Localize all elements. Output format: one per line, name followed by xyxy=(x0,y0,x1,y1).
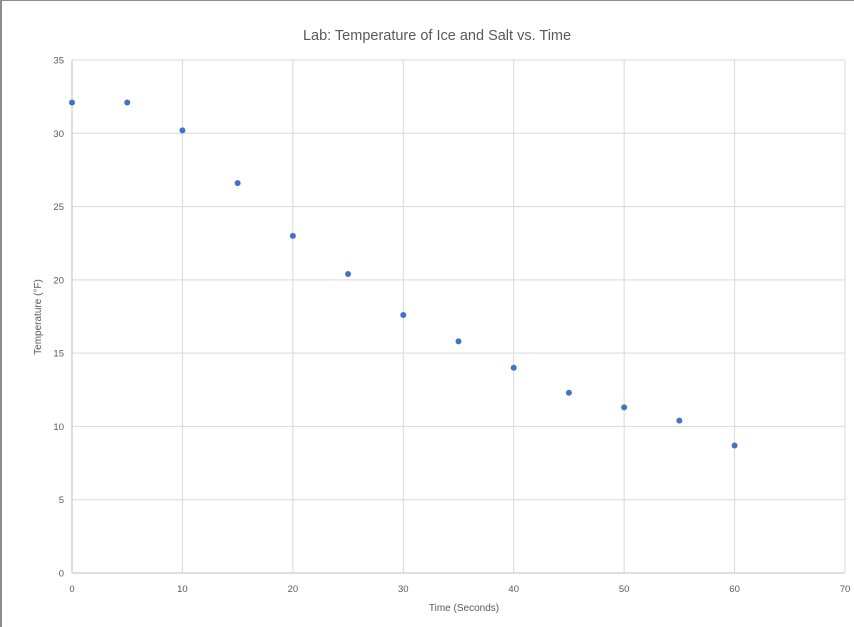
y-tick-label: 10 xyxy=(53,422,64,433)
x-tick-label: 50 xyxy=(619,584,630,595)
y-axis-tick-labels: 0 5 10 15 20 25 30 35 xyxy=(53,56,64,580)
chart-title: Lab: Temperature of Ice and Salt vs. Tim… xyxy=(303,28,571,44)
data-point xyxy=(124,99,131,106)
x-axis-title: Time (Seconds) xyxy=(429,603,499,614)
data-point xyxy=(234,180,241,187)
x-tick-label: 30 xyxy=(398,584,409,595)
data-point xyxy=(676,417,683,424)
gridlines xyxy=(72,59,846,573)
data-point xyxy=(565,389,572,396)
y-tick-label: 25 xyxy=(53,202,64,213)
x-axis-tick-labels: 0 10 20 30 40 50 60 70 xyxy=(69,584,850,595)
y-tick-label: 30 xyxy=(53,129,64,140)
data-point xyxy=(289,232,296,239)
data-point xyxy=(621,404,628,411)
x-tick-label: 20 xyxy=(288,584,299,595)
data-points xyxy=(69,99,738,449)
x-tick-label: 40 xyxy=(508,584,519,595)
y-tick-label: 15 xyxy=(53,349,64,360)
y-tick-label: 20 xyxy=(53,275,64,286)
data-point xyxy=(400,312,407,319)
y-tick-label: 5 xyxy=(59,495,64,506)
data-point xyxy=(69,99,75,106)
y-axis-title: Temperature (°F) xyxy=(33,279,44,355)
data-point xyxy=(345,270,352,277)
x-tick-label: 10 xyxy=(177,584,188,595)
axes xyxy=(71,60,845,574)
data-point xyxy=(179,127,186,134)
data-point xyxy=(510,364,517,371)
data-point xyxy=(731,442,738,449)
data-point xyxy=(455,338,462,345)
x-tick-label: 0 xyxy=(69,584,74,595)
y-tick-label: 0 xyxy=(59,569,64,580)
x-tick-label: 70 xyxy=(840,584,851,595)
y-tick-label: 35 xyxy=(53,56,64,67)
x-tick-label: 60 xyxy=(729,584,740,595)
